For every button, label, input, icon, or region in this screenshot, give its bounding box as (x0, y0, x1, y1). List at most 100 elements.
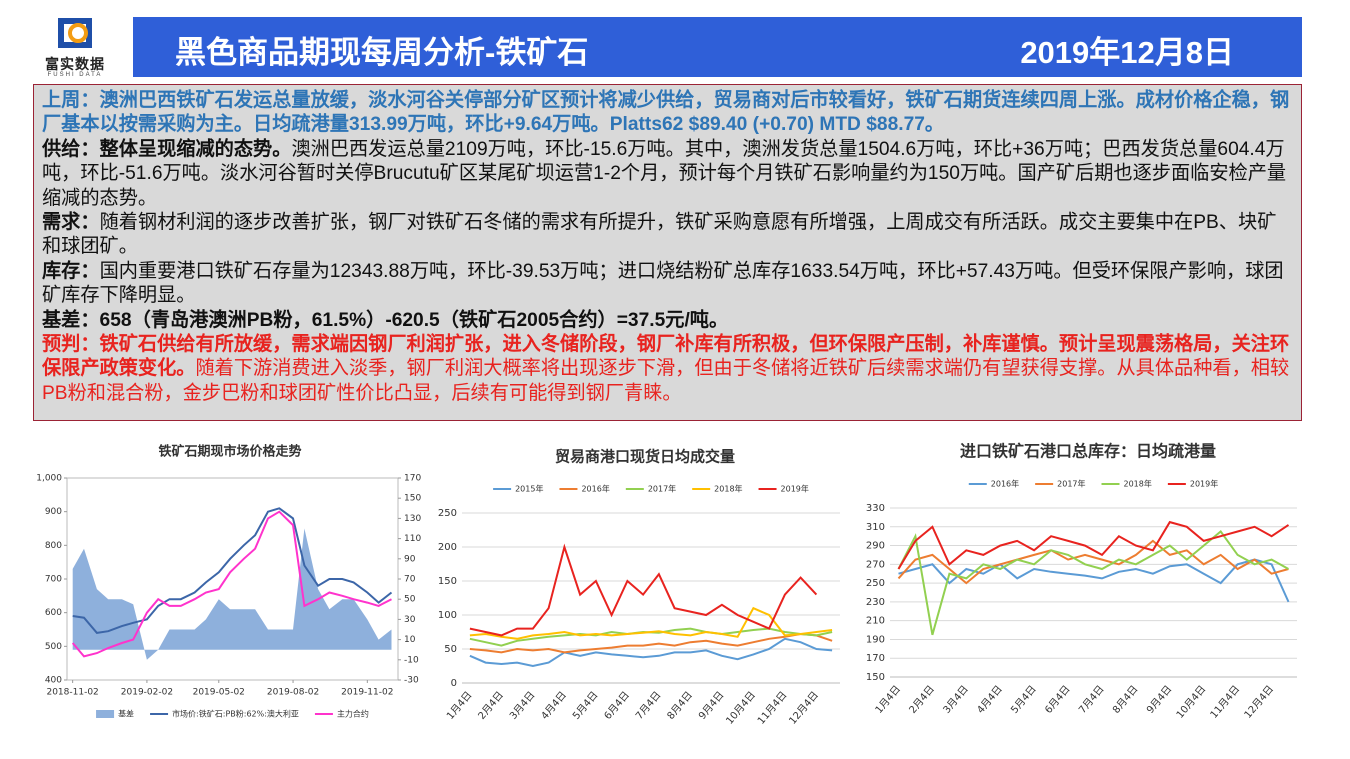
header-bar: 黑色商品期现每周分析-铁矿石 2019年12月8日 (133, 17, 1302, 77)
legend-label: 2019年 (1190, 479, 1218, 489)
y-tick-label: 900 (45, 507, 62, 517)
x-tick-label: 8月4日 (665, 689, 695, 722)
y-tick-label: 190 (866, 634, 885, 645)
text-run: 随着下游消费进入淡季，钢厂利润大概率将出现逐步下滑，但由于冬储将近铁矿后续需求端… (42, 358, 1290, 404)
x-tick-label: 8月4日 (1110, 683, 1140, 716)
paragraph: 供给：整体呈现缩减的态势。澳洲巴西发运总量2109万吨，环比-15.6万吨。其中… (42, 138, 1293, 211)
line (71, 510, 392, 658)
legend-label: 2017年 (1057, 479, 1085, 489)
legend-label: 2015年 (515, 484, 543, 494)
x-tick-label: 9月4日 (696, 689, 726, 722)
y-tick-label: 230 (866, 597, 885, 608)
x-tick-label: 2月4日 (907, 683, 937, 716)
x-tick-label: 5月4日 (570, 689, 600, 722)
line (897, 520, 1290, 570)
y2-tick-label: 170 (404, 474, 421, 484)
y-tick-label: 400 (45, 676, 62, 686)
y-tick-label: 270 (866, 559, 885, 570)
paragraph: 基差：658（青岛港澳洲PB粉，61.5%）-620.5（铁矿石2005合约）=… (42, 309, 1293, 333)
logo-icon (58, 18, 92, 48)
x-tick-label: 3月4日 (941, 683, 971, 716)
paragraph: 预判：铁矿石供给有所放缓，需求端因钢厂利润扩张，进入冬储阶段，钢厂补库有所积极，… (42, 333, 1293, 406)
x-tick-label: 2月4日 (476, 689, 506, 722)
paragraph: 上周：澳洲巴西铁矿石发运总量放缓，淡水河谷关停部分矿区预计将减少供给，贸易商对后… (42, 89, 1293, 138)
chart-title: 铁矿石期现市场价格走势 (157, 444, 301, 460)
legend-label: 2018年 (714, 484, 742, 494)
x-tick-label: 9月4日 (1144, 683, 1174, 716)
legend-label: 2019年 (781, 484, 809, 494)
x-tick-label: 10月4日 (1174, 683, 1208, 721)
y-tick-label: 50 (444, 644, 457, 655)
y-tick-label: 210 (866, 616, 885, 627)
legend-label: 基差 (118, 709, 134, 719)
x-tick-label: 7月4日 (633, 689, 663, 722)
legend-label: 市场价:铁矿石:PB粉:62%:澳大利亚 (172, 709, 299, 719)
text-run: 库存： (42, 260, 100, 282)
text-run: 需求： (42, 212, 100, 234)
page-date: 2019年12月8日 (1020, 35, 1234, 70)
line (72, 507, 393, 634)
y2-tick-label: -30 (404, 676, 419, 686)
y-tick-label: 800 (45, 541, 62, 551)
x-tick-label: 1月4日 (444, 689, 474, 722)
x-tick-label: 2019-08-02 (267, 688, 319, 698)
line (469, 543, 818, 637)
y-tick-label: 1,000 (36, 474, 62, 484)
x-tick-label: 3月4日 (507, 689, 537, 722)
y2-tick-label: 130 (404, 514, 421, 524)
y-tick-label: 150 (866, 672, 885, 683)
legend-swatch (96, 710, 115, 718)
summary-box: 上周：澳洲巴西铁矿石发运总量放缓，淡水河谷关停部分矿区预计将减少供给，贸易商对后… (33, 84, 1302, 421)
y-tick-label: 330 (866, 503, 885, 514)
y2-tick-label: 90 (404, 554, 416, 564)
x-tick-label: 2019-02-02 (121, 688, 173, 698)
logo: 富实数据 FUSHI DATA (20, 14, 130, 80)
y-tick-label: 250 (438, 508, 457, 519)
line (469, 606, 833, 640)
text-run: 澳洲巴西发运总量2109万吨，环比-15.6万吨。其中，澳洲发货总量1504.6… (42, 138, 1287, 209)
y-tick-label: 200 (438, 542, 457, 553)
x-tick-label: 12月4日 (1242, 683, 1276, 721)
y2-tick-label: 70 (404, 575, 416, 585)
chart-title: 进口铁矿石港口总库存：日均疏港量 (960, 442, 1216, 461)
y-tick-label: 290 (866, 541, 885, 552)
line (469, 637, 833, 668)
x-tick-label: 4月4日 (975, 683, 1005, 716)
x-tick-label: 2019-05-02 (193, 688, 245, 698)
x-tick-label: 5月4日 (1009, 683, 1039, 716)
y2-tick-label: -10 (404, 655, 419, 665)
y-tick-label: 250 (866, 578, 885, 589)
logo-text: 富实数据 (45, 56, 105, 72)
legend-label: 2017年 (648, 484, 676, 494)
x-tick-label: 10月4日 (724, 689, 758, 727)
x-tick-label: 11月4日 (755, 689, 789, 727)
text-run: 基差：658（青岛港澳洲PB粉，61.5%）-620.5（铁矿石2005合约）=… (42, 309, 729, 331)
x-tick-label: 6月4日 (1042, 683, 1072, 716)
x-tick-label: 7月4日 (1076, 683, 1106, 716)
y2-tick-label: 30 (404, 615, 416, 625)
text-run: 随着钢材利润的逐步改善扩张，钢厂对铁矿石冬储的需求有所提升，铁矿采购意愿有所增强… (42, 212, 1277, 258)
chart-title: 贸易商港口现货日均成交量 (555, 448, 735, 466)
text-run: 国内重要港口铁矿石存量为12343.88万吨，环比-39.53万吨；进口烧结粉矿… (42, 260, 1284, 307)
x-tick-label: 11月4日 (1208, 683, 1242, 721)
legend-label: 主力合约 (337, 709, 369, 719)
y2-tick-label: 50 (404, 595, 416, 605)
y-tick-label: 0 (451, 678, 457, 689)
legend-label: 2016年 (991, 479, 1019, 489)
line (897, 539, 1289, 585)
y-tick-label: 700 (45, 575, 62, 585)
y2-tick-label: 150 (404, 494, 421, 504)
legend-label: 2018年 (1124, 479, 1152, 489)
y-tick-label: 600 (45, 608, 62, 618)
x-tick-label: 12月4日 (787, 689, 821, 727)
line (469, 632, 833, 654)
x-tick-label: 1月4日 (873, 683, 903, 716)
logo-subtext: FUSHI DATA (47, 72, 103, 78)
y2-tick-label: 10 (404, 635, 416, 645)
x-tick-label: 2019-11-02 (341, 688, 393, 698)
x-tick-label: 6月4日 (602, 689, 632, 722)
page-title: 黑色商品期现每周分析-铁矿石 (175, 35, 589, 70)
y-tick-label: 310 (866, 522, 885, 533)
